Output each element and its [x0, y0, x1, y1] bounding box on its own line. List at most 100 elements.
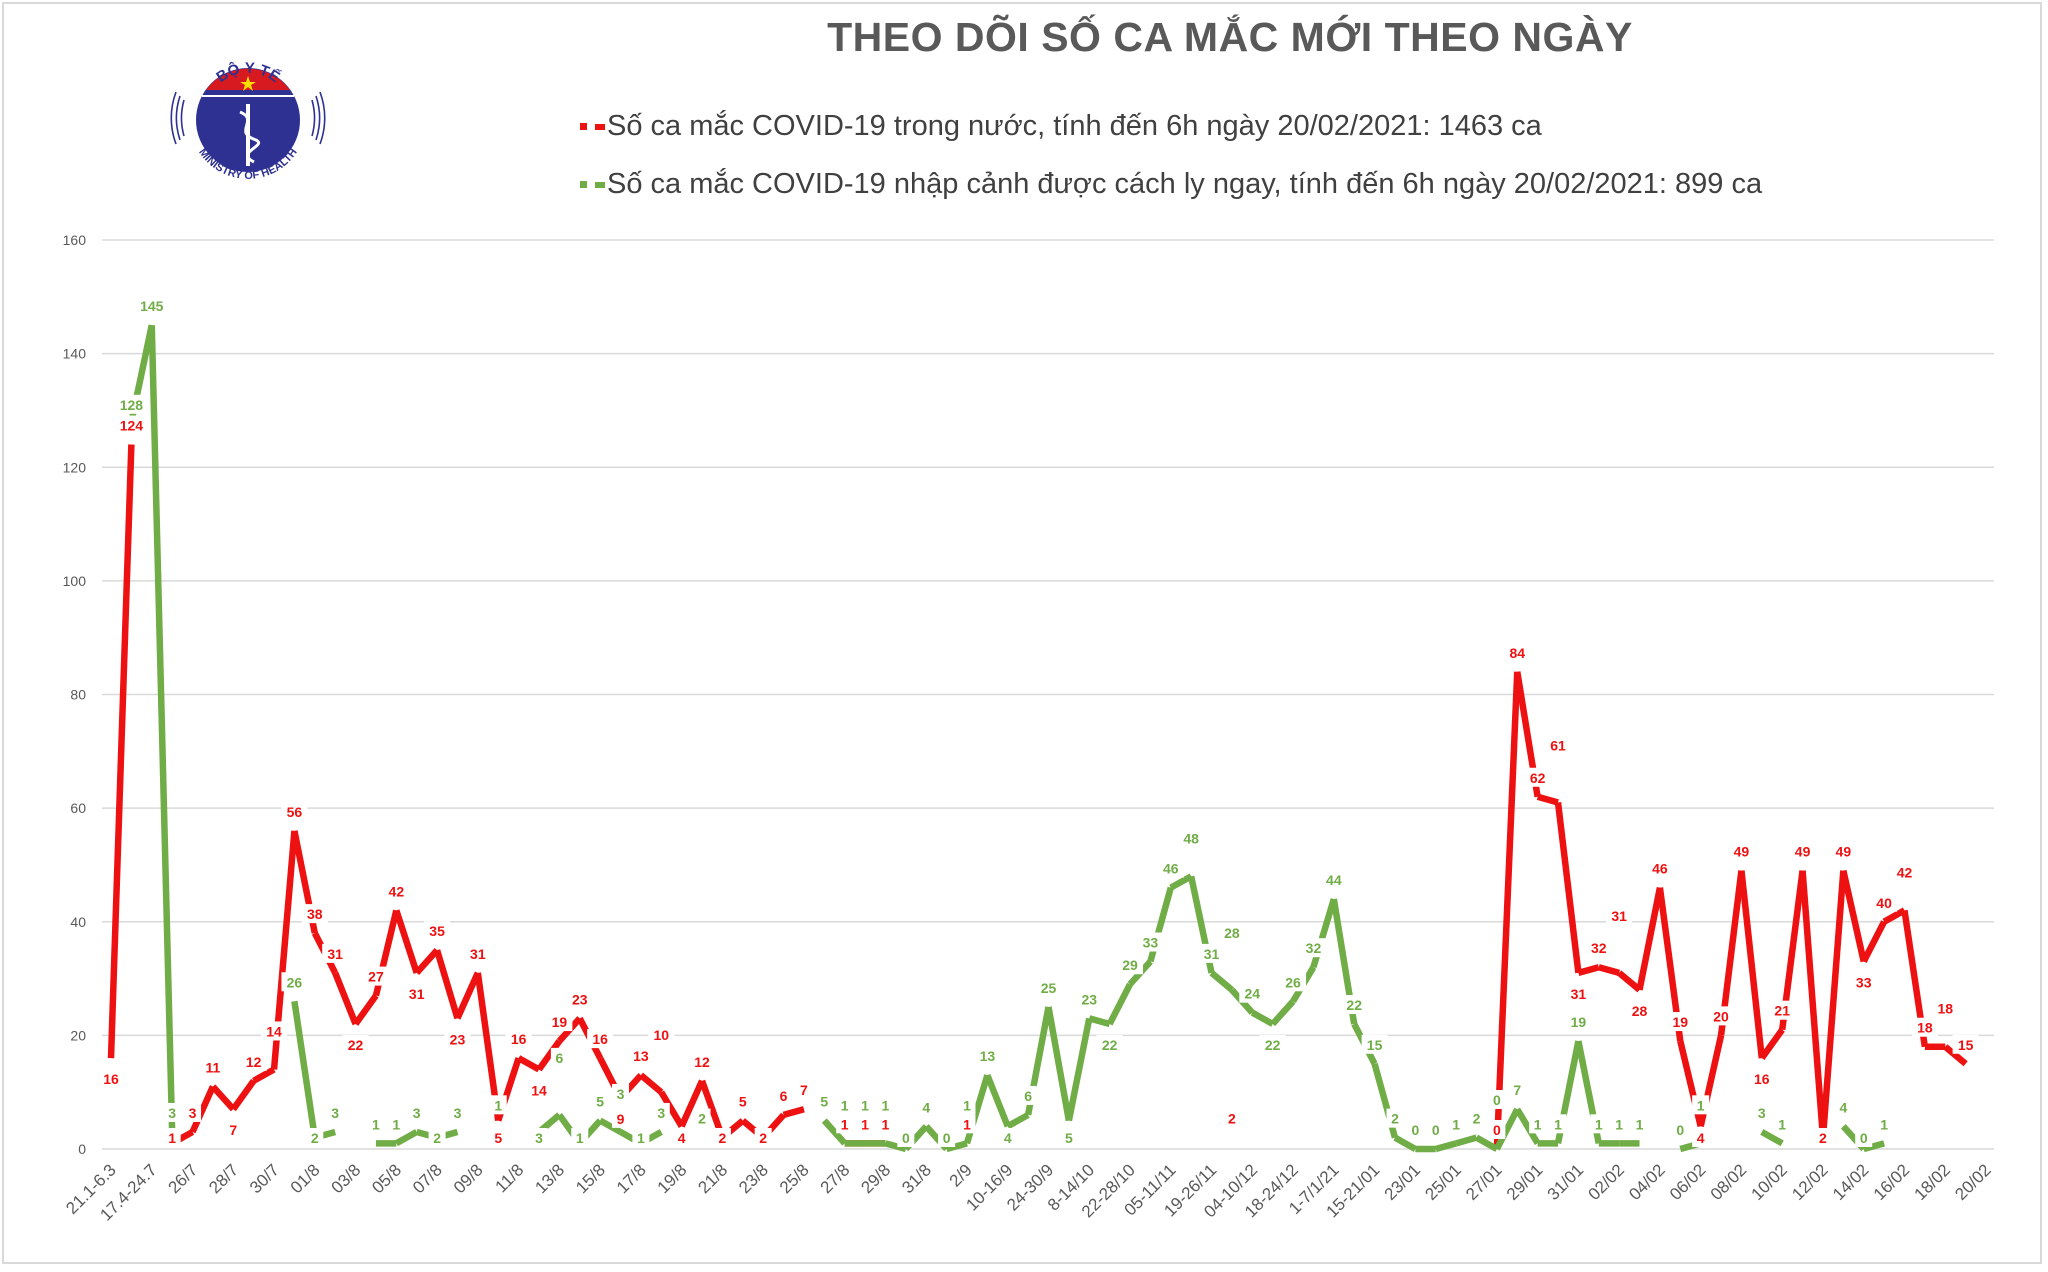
data-label-background [734, 1091, 752, 1111]
data-label-background [1524, 767, 1551, 787]
y-tick-label: 140 [63, 346, 87, 362]
data-label: 3 [189, 1105, 197, 1121]
line-segment [1554, 802, 1582, 974]
legend-item-imported: Số ca mắc COVID-19 nhập cảnh được cách l… [580, 168, 1762, 201]
data-label: 1 [1595, 1116, 1603, 1132]
data-label-background [1610, 1114, 1628, 1134]
line-segment [1819, 870, 1847, 1138]
data-label-background [1076, 989, 1103, 1009]
data-label-background [1223, 1108, 1241, 1128]
data-label-background [224, 1120, 242, 1140]
data-label: 4 [922, 1099, 930, 1115]
data-label-background [713, 1128, 731, 1147]
data-label-background [836, 1114, 854, 1134]
line-segment [1760, 1129, 1784, 1147]
line-segment [414, 947, 440, 976]
line-segment [1882, 907, 1907, 925]
data-label-background [1218, 922, 1245, 942]
line-segment [1045, 1006, 1073, 1122]
data-label: 40 [1876, 895, 1892, 911]
line-segment [1434, 1140, 1457, 1153]
data-label: 9 [617, 1111, 625, 1127]
data-label: 6 [1024, 1088, 1032, 1104]
x-tick-label: 13/8 [531, 1160, 568, 1197]
data-label-background [1748, 1069, 1775, 1089]
data-label: 5 [820, 1094, 828, 1110]
line-segment [230, 1078, 257, 1112]
data-label-background [1671, 1120, 1689, 1139]
data-label-background [464, 943, 491, 963]
data-label-background [408, 1102, 426, 1122]
line-segment [352, 993, 379, 1026]
x-tick-label: 16/02 [1870, 1160, 1914, 1204]
y-tick-label: 160 [63, 232, 87, 248]
data-label-background [1830, 841, 1857, 861]
data-label: 3 [535, 1130, 543, 1146]
data-label-background [1692, 1095, 1710, 1115]
data-label-background [367, 1114, 385, 1134]
data-label-background [775, 1085, 793, 1105]
data-label-background [648, 1025, 675, 1045]
data-label: 56 [287, 804, 303, 820]
data-label: 32 [1591, 940, 1607, 956]
line-segment [1474, 1134, 1499, 1152]
data-label: 1 [1452, 1116, 1460, 1132]
data-label-background [1667, 1012, 1694, 1032]
line-segment [782, 1106, 805, 1119]
data-label: 18 [1917, 1020, 1933, 1036]
data-label: 1 [576, 1130, 584, 1146]
line-segment [1577, 964, 1600, 977]
data-label: 23 [450, 1031, 466, 1047]
data-label-background [98, 1069, 124, 1089]
data-label: 1 [637, 1130, 645, 1146]
x-tick-label: 29/01 [1503, 1160, 1547, 1204]
series-imported [128, 324, 1885, 1153]
caduceus-logo-icon: BỘ Y TẾ MINISTRY OF HEALTH [170, 60, 326, 182]
data-label: 1 [882, 1116, 890, 1132]
data-label-background [1585, 938, 1612, 958]
data-label: 3 [413, 1105, 421, 1121]
data-label: 26 [287, 974, 303, 990]
series-domestic [107, 444, 1968, 1150]
data-label: 0 [1411, 1122, 1419, 1138]
data-label: 18 [1937, 1001, 1953, 1017]
y-tick-label: 20 [70, 1027, 86, 1043]
x-tick-label: 25/01 [1421, 1160, 1465, 1204]
data-label-background [113, 394, 149, 414]
data-label-background [163, 1128, 181, 1147]
x-tick-label: 27/01 [1462, 1160, 1506, 1204]
data-label: 23 [572, 991, 588, 1007]
line-segment [1169, 873, 1193, 891]
data-label-background [1341, 995, 1368, 1015]
legend-label: Số ca mắc COVID-19 nhập cảnh được cách l… [607, 168, 1763, 200]
data-label: 1 [861, 1116, 869, 1132]
data-label-background [795, 1080, 813, 1100]
data-label: 1 [841, 1116, 849, 1132]
x-tick-label: 23/01 [1381, 1160, 1425, 1204]
data-label: 25 [1041, 980, 1057, 996]
line-segment [1455, 1134, 1478, 1147]
data-label: 28 [1632, 1003, 1648, 1019]
line-segment [1493, 671, 1521, 1150]
data-label-background [1932, 998, 1959, 1018]
data-label-background [163, 1102, 181, 1122]
line-segment [1759, 1027, 1785, 1060]
data-label-background [1447, 1114, 1465, 1134]
line-segment [1617, 970, 1642, 993]
line-segment [1862, 1140, 1885, 1153]
x-tick-label: 21/8 [694, 1160, 731, 1197]
data-label-background [1504, 642, 1531, 662]
data-label-background [1549, 1114, 1567, 1134]
y-tick-label: 0 [78, 1141, 86, 1157]
data-label: 4 [678, 1130, 686, 1146]
data-label: 1 [841, 1097, 849, 1113]
data-label: 31 [1611, 908, 1627, 924]
line-segment [1597, 964, 1621, 977]
line-segment [1270, 999, 1296, 1027]
data-label: 31 [327, 946, 343, 962]
data-label: 11 [205, 1060, 220, 1076]
data-label-background [184, 1102, 202, 1122]
x-tick-label: 26/7 [165, 1160, 202, 1197]
data-label-background [1508, 1080, 1526, 1100]
